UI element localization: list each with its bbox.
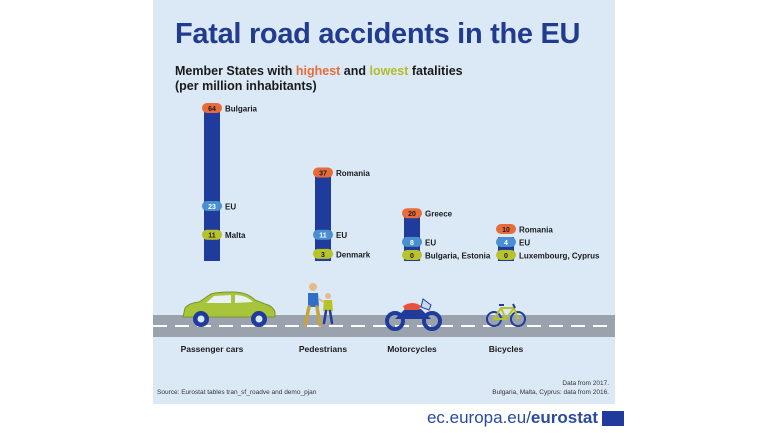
data-label-country: Romania bbox=[336, 169, 370, 178]
subtitle-highest: highest bbox=[295, 64, 341, 78]
data-label-country: Bulgaria, Estonia bbox=[425, 252, 491, 261]
subtitle-text: and bbox=[340, 64, 370, 78]
data-label-country: Luxembourg, Cyprus bbox=[519, 252, 600, 261]
value-badge-lowest bbox=[402, 250, 422, 260]
data-label-value: 64 bbox=[208, 106, 216, 113]
data-label-country: Bulgaria bbox=[225, 105, 258, 114]
value-badge-lowest bbox=[496, 250, 516, 260]
car-icon bbox=[182, 291, 276, 327]
data-label-country: EU bbox=[425, 238, 436, 247]
bar-1 bbox=[315, 172, 331, 261]
subtitle-lowest: lowest bbox=[369, 64, 409, 78]
category-label: Pedestrians bbox=[299, 344, 347, 354]
data-exception-line: Bulgaria, Malta, Cyprus: data from 2016. bbox=[492, 389, 609, 396]
data-year-note: Data from 2017. Bulgaria, Malta, Cyprus:… bbox=[492, 379, 609, 397]
motorcycle-icon bbox=[385, 298, 442, 331]
road bbox=[153, 315, 615, 337]
data-year-line: Data from 2017. bbox=[562, 380, 609, 387]
footer-domain: ec.europa.eu/ bbox=[426, 408, 531, 427]
data-label-value: 23 bbox=[208, 204, 216, 211]
bar-0 bbox=[204, 108, 220, 261]
infographic-panel: Fatal road accidents in the EU Member St… bbox=[153, 0, 615, 404]
data-label-value: 11 bbox=[319, 233, 327, 240]
value-badge-lowest bbox=[313, 248, 333, 259]
data-label-value: 20 bbox=[408, 211, 416, 218]
value-badge-highest bbox=[496, 224, 516, 234]
data-label-value: 0 bbox=[504, 253, 508, 260]
subtitle-units: (per million inhabitants) bbox=[175, 79, 317, 93]
pedestrians-icon bbox=[303, 283, 334, 327]
value-badge-eu bbox=[202, 201, 222, 212]
category-label: Bicycles bbox=[489, 344, 524, 354]
value-badge-highest bbox=[313, 167, 333, 178]
data-label-country: EU bbox=[336, 231, 347, 240]
value-badge-highest bbox=[402, 208, 422, 219]
data-label-value: 11 bbox=[208, 233, 216, 240]
page-title: Fatal road accidents in the EU bbox=[175, 18, 581, 50]
data-label-country: Malta bbox=[225, 231, 246, 240]
value-badge-highest bbox=[202, 103, 222, 113]
data-label-country: Greece bbox=[425, 210, 453, 219]
source-note: Source: Eurostat tables tran_sf_roadve a… bbox=[157, 389, 317, 396]
data-label-country: EU bbox=[225, 203, 236, 212]
data-label-value: 3 bbox=[321, 252, 325, 259]
value-badge-eu bbox=[402, 236, 422, 247]
data-label-country: EU bbox=[519, 239, 530, 248]
data-label-value: 8 bbox=[410, 240, 414, 247]
subtitle-text: Member States with bbox=[175, 64, 296, 78]
footer-brand[interactable]: ec.europa.eu/eurostat bbox=[427, 408, 624, 428]
category-label: Passenger cars bbox=[181, 344, 244, 354]
value-badge-eu bbox=[313, 229, 333, 240]
bicycle-icon bbox=[486, 303, 526, 327]
chart-subtitle: Member States with highest and lowest fa… bbox=[175, 64, 463, 94]
data-label-country: Romania bbox=[519, 226, 553, 235]
data-label-value: 37 bbox=[319, 171, 327, 178]
chart-bars: 64 Bulgaria 23 EU 11 Malta Passenger cars 37 Rom… bbox=[181, 103, 600, 354]
footer-brand-name: eurostat bbox=[530, 408, 598, 427]
value-badge-eu bbox=[496, 237, 516, 247]
value-badge-lowest bbox=[202, 229, 222, 240]
data-label-value: 10 bbox=[502, 227, 510, 234]
eu-flag-icon bbox=[602, 410, 624, 426]
data-label-value: 4 bbox=[504, 240, 508, 247]
data-label-country: Denmark bbox=[336, 250, 371, 259]
chart-area: 64 Bulgaria 23 EU 11 Malta Passenger cars 37 Rom… bbox=[153, 103, 615, 354]
category-label: Motorcycles bbox=[387, 344, 437, 354]
subtitle-text: fatalities bbox=[408, 64, 463, 78]
data-label-value: 0 bbox=[410, 253, 414, 260]
